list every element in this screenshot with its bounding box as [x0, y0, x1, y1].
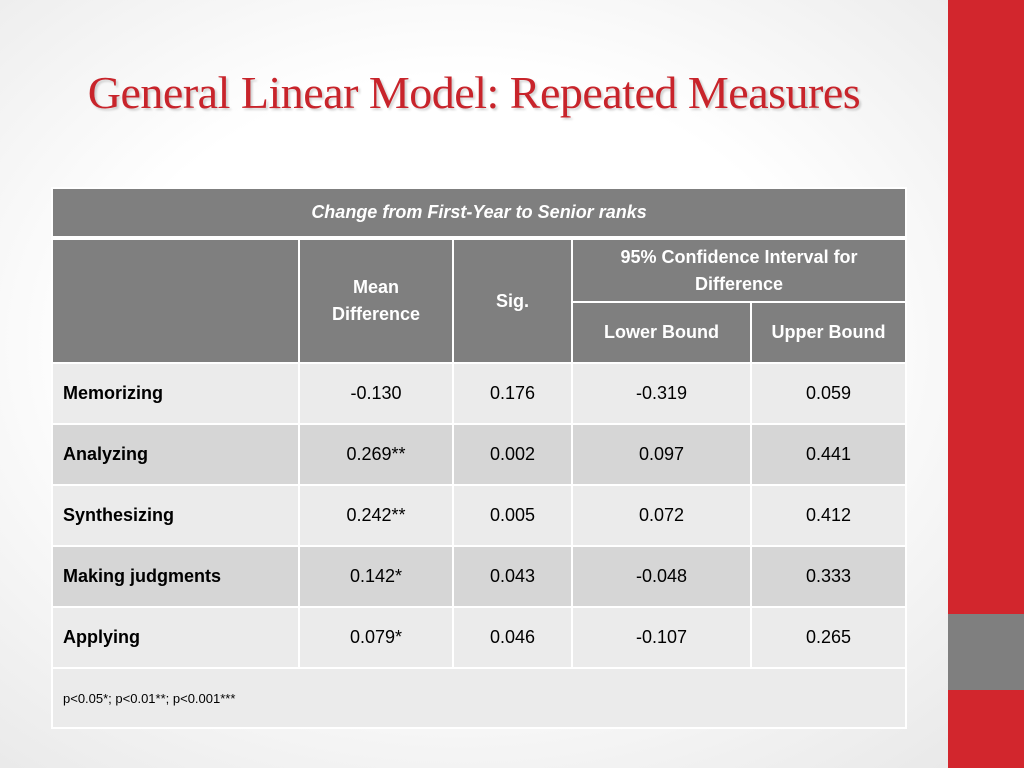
row-label: Synthesizing: [51, 484, 300, 547]
cell-upper-bound: 0.265: [749, 606, 908, 669]
header-row: Mean Difference Sig. 95% Confidence Inte…: [51, 237, 908, 364]
table-row: Synthesizing 0.242** 0.005 0.072 0.412: [51, 484, 908, 547]
cell-sig: 0.002: [452, 423, 573, 486]
header-mean-difference: Mean Difference: [298, 237, 454, 364]
cell-mean-difference: 0.242**: [298, 484, 454, 547]
header-subrow: Lower Bound Upper Bound: [52, 301, 908, 364]
row-label: Applying: [51, 606, 300, 669]
row-label: Analyzing: [51, 423, 300, 486]
cell-mean-difference: 0.269**: [298, 423, 454, 486]
cell-mean-difference: 0.142*: [298, 545, 454, 608]
header-blank-cell: [51, 237, 300, 364]
header-confidence-interval: 95% Confidence Interval for Difference: [570, 237, 908, 303]
cell-lower-bound: -0.107: [571, 606, 752, 669]
accent-gray-block: [948, 614, 1024, 690]
row-label: Memorizing: [51, 362, 300, 425]
table-row: Making judgments 0.142* 0.043 -0.048 0.3…: [51, 545, 908, 608]
table-row: Memorizing -0.130 0.176 -0.319 0.059: [51, 362, 908, 425]
cell-upper-bound: 0.059: [749, 362, 908, 425]
table-row: Analyzing 0.269** 0.002 0.097 0.441: [51, 423, 908, 486]
cell-upper-bound: 0.333: [749, 545, 908, 608]
table-caption: Change from First-Year to Senior ranks: [50, 187, 908, 240]
significance-footnote: p<0.05*; p<0.01**; p<0.001***: [50, 667, 908, 729]
cell-lower-bound: -0.048: [571, 545, 752, 608]
right-accent-bar: [948, 0, 1024, 768]
cell-sig: 0.046: [452, 606, 573, 669]
table-caption-row: Change from First-Year to Senior ranks: [50, 187, 908, 240]
header-sig: Sig.: [452, 237, 573, 364]
cell-sig: 0.005: [452, 484, 573, 547]
footnote-row: p<0.05*; p<0.01**; p<0.001***: [50, 667, 908, 729]
slide-title: General Linear Model: Repeated Measures: [87, 67, 861, 118]
row-label: Making judgments: [51, 545, 300, 608]
cell-upper-bound: 0.412: [749, 484, 908, 547]
results-table: Change from First-Year to Senior ranks M…: [50, 187, 908, 729]
cell-sig: 0.043: [452, 545, 573, 608]
cell-mean-difference: 0.079*: [298, 606, 454, 669]
cell-lower-bound: 0.097: [571, 423, 752, 486]
cell-sig: 0.176: [452, 362, 573, 425]
cell-upper-bound: 0.441: [749, 423, 908, 486]
cell-lower-bound: 0.072: [571, 484, 752, 547]
cell-lower-bound: -0.319: [571, 362, 752, 425]
header-upper-bound: Upper Bound: [749, 301, 908, 364]
cell-mean-difference: -0.130: [298, 362, 454, 425]
header-lower-bound: Lower Bound: [571, 301, 752, 364]
table-row: Applying 0.079* 0.046 -0.107 0.265: [51, 606, 908, 669]
